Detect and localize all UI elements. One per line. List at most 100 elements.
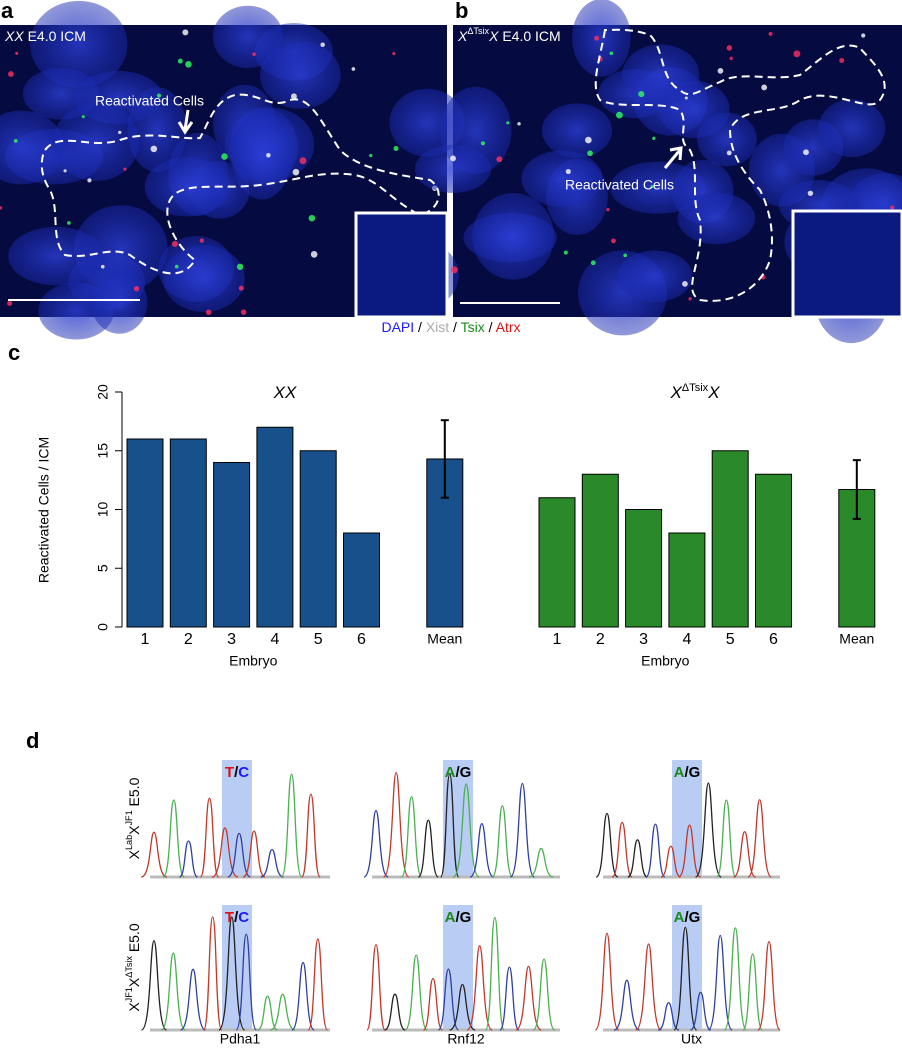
text-segment: T xyxy=(225,764,234,781)
bar xyxy=(755,473,792,628)
signal-dot xyxy=(861,33,866,38)
trace-peak xyxy=(417,819,439,878)
signal-dot xyxy=(729,56,733,61)
signal-dot xyxy=(652,136,656,141)
trace-peak xyxy=(532,958,556,1031)
signal-dot xyxy=(807,190,814,196)
gene-label: Pdha1 xyxy=(220,1031,261,1047)
trace-peak xyxy=(595,812,619,878)
signal-dot xyxy=(517,122,521,126)
inset-a xyxy=(354,211,449,319)
signal-dot xyxy=(585,136,592,144)
signal-dot xyxy=(768,31,773,36)
signal-dot xyxy=(308,214,316,222)
text-segment: X xyxy=(488,28,499,44)
signal-dot xyxy=(290,93,297,100)
trace-peak xyxy=(757,940,781,1031)
text-segment: / xyxy=(485,319,496,335)
signal-dot xyxy=(240,309,247,315)
bar xyxy=(213,462,251,628)
signal-dot xyxy=(7,300,13,306)
signal-dot xyxy=(369,153,373,158)
trace-peak xyxy=(160,952,186,1031)
signal-dot xyxy=(185,60,192,68)
trace-peak xyxy=(742,953,764,1031)
signal-dot xyxy=(650,185,654,189)
trace-peak xyxy=(235,933,257,1031)
text-segment: X xyxy=(126,825,142,835)
text-segment: E4.0 ICM xyxy=(24,28,86,44)
trace-peak xyxy=(657,1002,680,1031)
trace-peak xyxy=(747,799,772,878)
signal-dot xyxy=(839,58,845,64)
text-segment: Atrx xyxy=(496,319,521,335)
text-segment: ΔTsix xyxy=(682,382,709,394)
trace-peak xyxy=(301,793,321,878)
signal-dot xyxy=(682,281,688,287)
trace-peak xyxy=(694,782,722,878)
trace-peak xyxy=(594,932,620,1031)
signal-dot xyxy=(496,156,503,163)
signal-dot xyxy=(123,167,127,171)
trace-peak xyxy=(660,845,681,878)
bar xyxy=(256,426,294,628)
nucleus xyxy=(414,144,492,193)
signal-dot xyxy=(199,238,204,243)
x-tick-label: 6 xyxy=(769,631,778,648)
nucleus xyxy=(622,44,700,105)
nucleus xyxy=(212,5,284,69)
signal-dot xyxy=(15,51,19,55)
signal-dot xyxy=(726,150,732,156)
image-caption: XX E4.0 ICM xyxy=(4,28,86,44)
text-segment: X xyxy=(126,977,142,987)
signal-dot xyxy=(156,93,162,98)
signal-dot xyxy=(623,253,628,258)
y-tick-label: 15 xyxy=(95,443,111,459)
signal-dot xyxy=(252,52,256,57)
image-caption: XΔTsixX E4.0 ICM xyxy=(457,26,561,43)
row-label: XJF1XΔTsix E5.0 xyxy=(124,923,141,1012)
nucleus xyxy=(818,99,886,158)
trace-peak xyxy=(733,831,757,878)
signal-dot xyxy=(236,263,244,270)
text-segment: G xyxy=(689,909,701,926)
nucleus xyxy=(144,157,231,217)
signal-dot xyxy=(606,207,610,212)
y-axis-label: Reactivated Cells / ICM xyxy=(36,437,52,583)
x-tick-label: 5 xyxy=(726,631,735,648)
signal-dot xyxy=(13,138,18,143)
text-segment: C xyxy=(238,764,249,781)
text-segment: X xyxy=(126,1002,142,1012)
trace-peak xyxy=(260,848,284,878)
trace-peak xyxy=(627,839,648,878)
text-segment: / xyxy=(685,909,690,926)
text-segment: G xyxy=(460,909,472,926)
text-segment: DAPI xyxy=(381,319,414,335)
trace-peak xyxy=(690,991,712,1031)
trace-peak xyxy=(366,944,386,1031)
signal-dot xyxy=(100,264,105,269)
text-segment: E5.0 xyxy=(126,777,142,810)
x-tick-label: 1 xyxy=(141,631,150,648)
nucleus xyxy=(0,110,65,185)
signal-dot xyxy=(87,178,92,183)
text-segment: / xyxy=(234,764,239,781)
text-segment: JF1 xyxy=(124,810,134,825)
signal-dot xyxy=(238,285,244,291)
nucleus xyxy=(30,0,128,88)
signal-dot xyxy=(684,96,688,100)
bar xyxy=(343,532,380,628)
text-segment: ΔTsix xyxy=(124,956,134,978)
signal-dot xyxy=(310,251,318,258)
nucleus xyxy=(91,271,148,334)
nucleus xyxy=(163,245,245,312)
trace-peak xyxy=(469,823,495,878)
annotation: Reactivated Cells xyxy=(565,177,674,193)
gene-label: Utx xyxy=(681,1031,702,1047)
signal-dot xyxy=(351,67,356,71)
signal-dot xyxy=(638,91,645,98)
trace-peak xyxy=(291,961,315,1031)
base-call: A/G xyxy=(445,764,472,781)
bar xyxy=(625,509,663,628)
